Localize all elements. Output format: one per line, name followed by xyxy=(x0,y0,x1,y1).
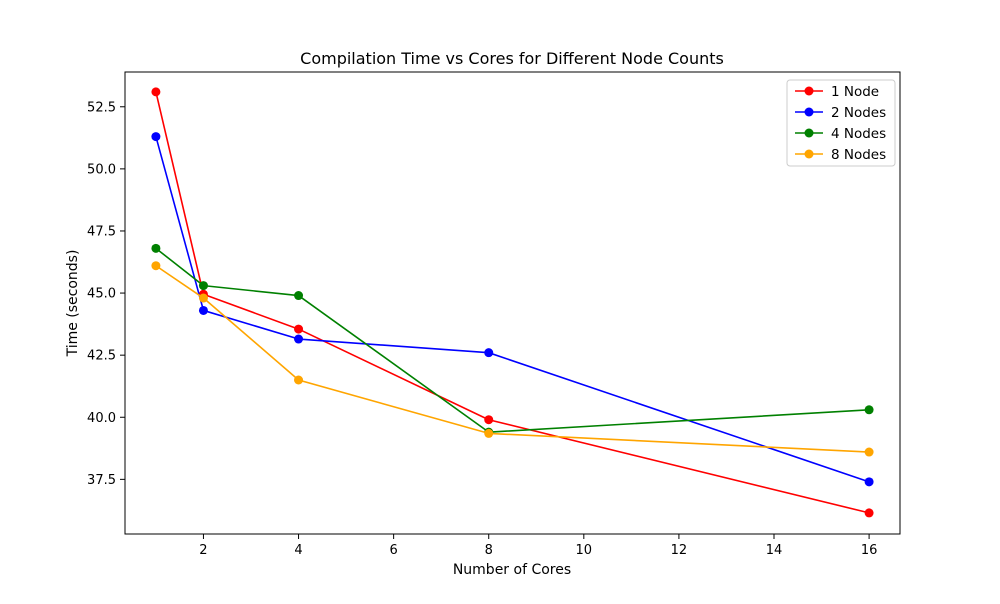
data-point xyxy=(294,291,304,301)
x-tick-label: 16 xyxy=(861,543,878,558)
data-point xyxy=(864,477,874,487)
y-axis-ticks: 37.5 40.0 42.5 45.0 47.5 50.0 52.5 xyxy=(87,100,125,488)
legend: 1 Node 2 Nodes 4 Nodes 8 Nodes xyxy=(786,79,896,167)
y-tick-label: 50.0 xyxy=(87,162,116,177)
y-tick-label: 40.0 xyxy=(87,411,116,426)
data-point xyxy=(151,132,161,142)
x-tick-label: 6 xyxy=(389,543,397,558)
x-axis-ticks: 2 4 6 8 10 12 14 16 xyxy=(199,534,877,558)
data-point xyxy=(198,293,208,303)
data-point xyxy=(484,415,494,425)
chart-title: Compilation Time vs Cores for Different … xyxy=(300,49,724,68)
legend-item: 8 Nodes xyxy=(795,147,886,163)
x-tick-label: 14 xyxy=(766,543,783,558)
series-2 xyxy=(151,132,874,487)
series-1 xyxy=(151,87,874,518)
x-tick-label: 10 xyxy=(576,543,593,558)
legend-label: 4 Nodes xyxy=(831,126,886,142)
y-tick-label: 47.5 xyxy=(87,224,116,239)
legend-marker xyxy=(804,128,814,138)
data-point xyxy=(864,508,874,518)
data-point xyxy=(484,348,494,358)
legend-label: 8 Nodes xyxy=(831,147,886,163)
data-point xyxy=(151,243,161,253)
legend-items: 1 Node 2 Nodes 4 Nodes 8 Nodes xyxy=(795,84,886,163)
series-4 xyxy=(151,261,874,457)
legend-label: 2 Nodes xyxy=(831,105,886,121)
data-point xyxy=(198,281,208,291)
legend-item: 2 Nodes xyxy=(795,105,886,121)
legend-marker xyxy=(804,86,814,96)
y-tick-label: 37.5 xyxy=(87,473,116,488)
data-point xyxy=(294,334,304,344)
legend-marker xyxy=(804,149,814,159)
legend-item: 4 Nodes xyxy=(795,126,886,142)
data-point xyxy=(294,324,304,334)
data-point xyxy=(864,447,874,457)
y-tick-label: 45.0 xyxy=(87,287,116,302)
x-tick-label: 12 xyxy=(671,543,688,558)
legend-marker xyxy=(804,107,814,117)
data-point xyxy=(151,87,161,97)
x-axis-label: Number of Cores xyxy=(453,562,571,578)
x-tick-label: 2 xyxy=(199,543,207,558)
series-layer xyxy=(151,87,874,518)
data-point xyxy=(198,305,208,315)
legend-item: 1 Node xyxy=(795,84,879,100)
legend-label: 1 Node xyxy=(831,84,879,100)
data-point xyxy=(151,261,161,271)
data-point xyxy=(484,428,494,438)
y-tick-label: 42.5 xyxy=(87,349,116,364)
x-tick-label: 4 xyxy=(294,543,302,558)
legend-box xyxy=(786,79,896,167)
plot-area-frame xyxy=(124,71,901,535)
y-tick-label: 52.5 xyxy=(87,100,116,115)
data-point xyxy=(294,375,304,385)
data-point xyxy=(864,405,874,415)
x-tick-label: 8 xyxy=(485,543,493,558)
y-axis-label: Time (seconds) xyxy=(65,250,81,358)
